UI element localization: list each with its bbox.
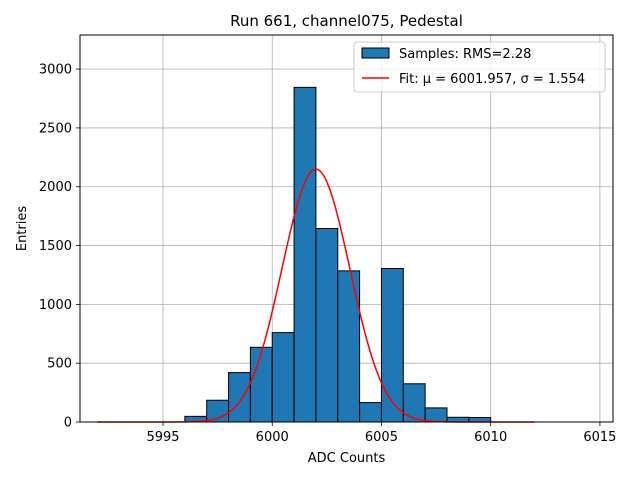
x-tick-label: 6000 — [256, 430, 289, 445]
histogram-bar — [424, 407, 448, 423]
histogram-bars — [184, 86, 492, 423]
x-tick-label: 6005 — [365, 430, 398, 445]
y-tick-label: 1000 — [39, 298, 72, 313]
legend: Samples: RMS=2.28 Fit: μ = 6001.957, σ =… — [353, 41, 606, 93]
y-axis-ticks: 0 500 1000 1500 2000 2500 3000 — [39, 63, 80, 431]
histogram-bar — [402, 383, 426, 423]
histogram-bar — [315, 228, 339, 423]
y-tick-label: 1500 — [39, 239, 72, 254]
histogram-bar — [228, 372, 251, 423]
histogram-bar — [293, 86, 317, 423]
legend-samples-label: Samples: RMS=2.28 — [399, 47, 531, 62]
legend-box — [353, 41, 606, 93]
plot-frame — [79, 34, 614, 423]
x-axis-label: ADC Counts — [308, 451, 386, 466]
y-tick-label: 0 — [64, 416, 72, 431]
y-tick-label: 2000 — [39, 180, 72, 195]
x-tick-label: 6010 — [474, 430, 507, 445]
y-tick-label: 2500 — [39, 121, 72, 136]
histogram-bar — [249, 346, 273, 423]
x-axis-ticks: 5995 6000 6005 6010 6015 — [146, 422, 616, 445]
y-tick-label: 500 — [47, 357, 72, 372]
histogram-bar — [380, 267, 404, 423]
chart-title: Run 661, channel075, Pedestal — [230, 12, 463, 30]
x-tick-label: 6015 — [583, 430, 616, 445]
histogram-bar — [359, 402, 382, 423]
x-tick-label: 5995 — [146, 430, 179, 445]
legend-samples-swatch — [361, 47, 390, 59]
legend-fit-label: Fit: μ = 6001.957, σ = 1.554 — [399, 72, 585, 87]
y-tick-label: 3000 — [39, 63, 72, 78]
histogram-bar — [337, 270, 361, 423]
histogram-bar — [271, 332, 295, 423]
y-axis-label: Entries — [15, 206, 30, 252]
